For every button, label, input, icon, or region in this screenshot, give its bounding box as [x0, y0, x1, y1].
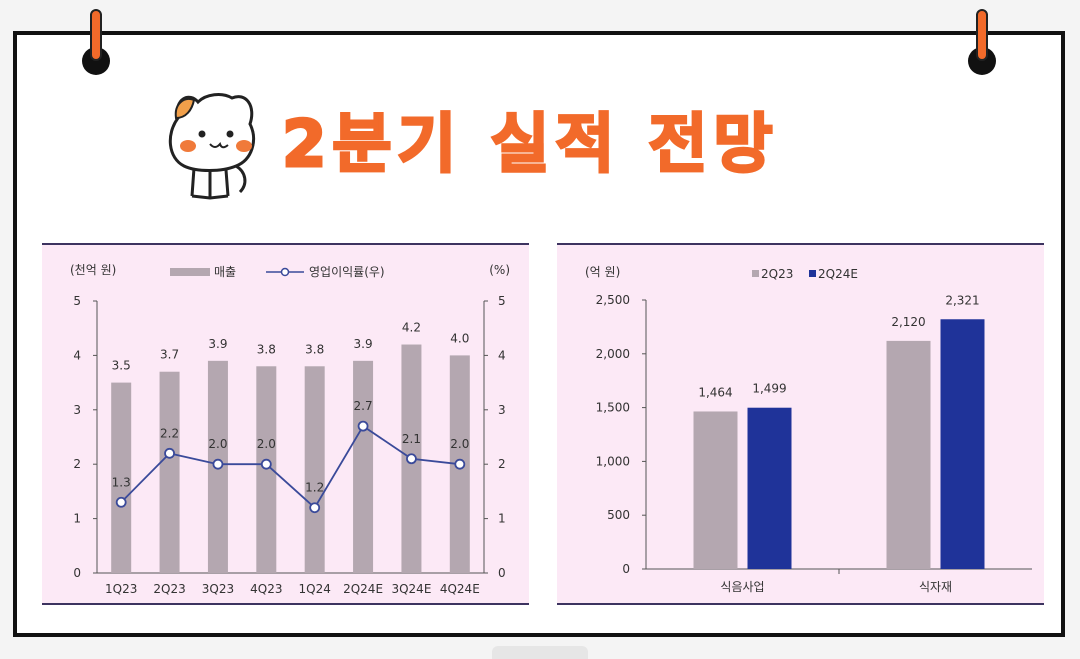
y-tick-label: 5: [73, 294, 81, 308]
sales-data-label: 3.9: [208, 337, 227, 351]
bar-2q23: [693, 411, 738, 569]
margin-data-label: 2.0: [208, 437, 227, 451]
margin-data-label: 1.2: [305, 481, 324, 495]
legend-label-sales: 매출: [214, 265, 236, 279]
sales-bar: [256, 366, 277, 573]
y2-tick-label: 3: [498, 403, 506, 417]
margin-marker: [260, 458, 272, 470]
margin-marker: [115, 496, 127, 508]
bar-2q24e: [747, 407, 792, 569]
legend-swatch-2q24e: [809, 270, 816, 277]
y-tick-label: 4: [73, 348, 81, 362]
y2-tick-label: 1: [498, 512, 506, 526]
legend-label-margin: 영업이익률(우): [309, 265, 385, 279]
sales-data-label: 3.8: [257, 342, 276, 356]
sales-data-label: 3.7: [160, 348, 179, 362]
y-tick-label: 1,000: [596, 454, 630, 468]
margin-data-label: 1.3: [112, 475, 131, 489]
y2-tick-label: 2: [498, 457, 506, 471]
margin-marker: [357, 420, 369, 432]
chart-panel-quarterly: (천억 원) (%) 매출 영업이익률(우) 0 1 2 3 4 5 0 1 2 3 4 5 3.5 3.7 3.9…: [42, 243, 529, 605]
y2-tick-label: 5: [498, 294, 506, 308]
legend-label-2q24e: 2Q24E: [818, 267, 858, 281]
data-label-2q23: 2,120: [891, 315, 925, 329]
x-tick-label: 4Q23: [250, 582, 282, 596]
margin-marker: [454, 458, 466, 470]
sales-bar: [304, 366, 325, 573]
margin-data-label: 2.1: [402, 432, 421, 446]
sales-data-label: 3.8: [305, 342, 324, 356]
x-tick-label: 2Q23: [153, 582, 185, 596]
pushpin-icon: [82, 9, 112, 77]
data-label-2q24e: 2,321: [945, 293, 979, 307]
y-tick-label: 2,000: [596, 347, 630, 361]
legend-swatch-2q23: [752, 270, 759, 277]
sales-data-label: 4.2: [402, 321, 421, 335]
x-tick-label: 1Q23: [105, 582, 137, 596]
sales-data-label: 3.9: [354, 337, 373, 351]
y-tick-label: 500: [607, 508, 630, 522]
sales-data-label: 3.5: [112, 359, 131, 373]
y-tick-label: 0: [73, 566, 81, 580]
margin-data-label: 2.7: [354, 399, 373, 413]
margin-data-label: 2.0: [450, 437, 469, 451]
x-tick-label: 식음사업: [720, 580, 764, 594]
cat-mascot-icon: [168, 93, 255, 200]
x-tick-label: 4Q24E: [440, 582, 480, 596]
x-tick-label: 식자재: [919, 580, 952, 594]
bar-2q24e: [940, 319, 985, 569]
quarterly-sales-margin-chart: (천억 원) (%) 매출 영업이익률(우) 0 1 2 3 4 5 0 1 2 3 4 5 3.5 3.7 3.9…: [70, 262, 510, 596]
y-axis-unit: (억 원): [585, 265, 620, 279]
y-tick-label: 2: [73, 457, 81, 471]
x-tick-label: 2Q24E: [343, 582, 383, 596]
legend-swatch-sales: [170, 268, 210, 276]
sales-bar: [111, 382, 132, 573]
y-tick-label: 1,500: [596, 401, 630, 415]
sales-bar: [353, 360, 374, 573]
margin-data-label: 2.0: [257, 437, 276, 451]
margin-marker: [406, 453, 417, 465]
y-tick-label: 3: [73, 403, 81, 417]
x-tick-label: 3Q23: [202, 582, 234, 596]
margin-data-label: 2.2: [160, 426, 179, 440]
data-label-2q24e: 1,499: [752, 382, 786, 396]
legend-label-2q23: 2Q23: [761, 267, 793, 281]
margin-line: [120, 424, 460, 510]
y-tick-label: 2,500: [596, 293, 630, 307]
chart-panel-segment: (억 원) 2Q23 2Q24E 0 500 1,000 1,500 2,000 2,500 1,…: [557, 243, 1044, 605]
y-tick-label: 1: [73, 512, 81, 526]
sales-bar: [159, 371, 180, 573]
legend-marker-margin: [280, 267, 290, 277]
bottom-tab: [492, 646, 588, 659]
margin-marker: [164, 447, 175, 459]
segment-revenue-chart: (억 원) 2Q23 2Q24E 0 500 1,000 1,500 2,000 2,500 1,…: [585, 265, 1032, 594]
bar-2q23: [886, 340, 931, 569]
y2-axis-unit: (%): [489, 263, 510, 277]
page-title: 2분기 실적 전망: [280, 107, 779, 184]
margin-marker: [212, 458, 224, 470]
y-tick-label: 0: [622, 562, 630, 576]
y2-tick-label: 4: [498, 348, 506, 362]
sales-data-label: 4.0: [450, 331, 469, 345]
pushpin-icon: [968, 9, 998, 77]
y2-tick-label: 0: [498, 566, 506, 580]
y-axis-unit: (천억 원): [70, 262, 116, 277]
margin-marker: [309, 502, 321, 514]
x-tick-label: 3Q24E: [391, 582, 431, 596]
data-label-2q23: 1,464: [698, 385, 732, 399]
x-tick-label: 1Q24: [299, 582, 331, 596]
